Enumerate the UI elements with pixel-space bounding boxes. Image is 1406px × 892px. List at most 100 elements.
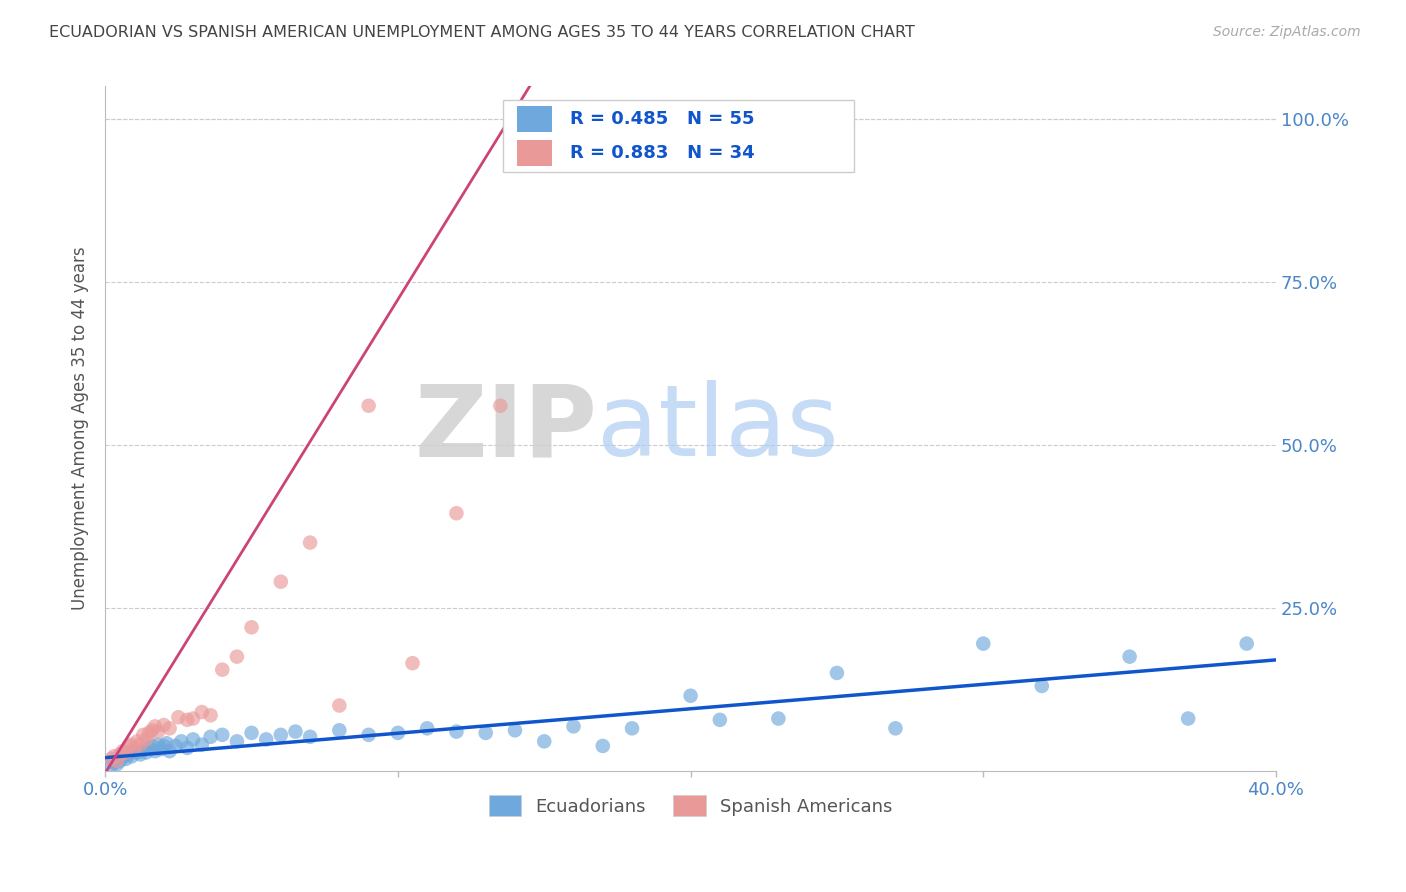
Point [825, 665, 848, 680]
Point [152, 718, 174, 732]
Point [141, 739, 163, 753]
Point [211, 663, 233, 677]
Point [114, 746, 136, 760]
Point [592, 739, 614, 753]
Point [143, 744, 166, 758]
Point [254, 732, 277, 747]
Point [100, 758, 122, 772]
Y-axis label: Unemployment Among Ages 35 to 44 years: Unemployment Among Ages 35 to 44 years [72, 247, 89, 610]
Point [328, 698, 350, 713]
Point [191, 738, 214, 752]
Point [121, 738, 143, 752]
Point [416, 722, 439, 736]
Point [972, 637, 994, 651]
Point [489, 399, 512, 413]
Point [135, 746, 157, 760]
Point [167, 710, 190, 724]
Point [709, 713, 731, 727]
Point [299, 535, 322, 549]
Text: atlas: atlas [598, 380, 838, 477]
Point [533, 734, 555, 748]
Point [138, 726, 160, 740]
Point [135, 732, 157, 747]
Point [114, 752, 136, 766]
Text: Source: ZipAtlas.com: Source: ZipAtlas.com [1213, 25, 1361, 39]
Point [103, 756, 125, 770]
Point [146, 724, 169, 739]
Point [387, 726, 409, 740]
FancyBboxPatch shape [517, 106, 553, 132]
Point [100, 752, 122, 766]
Point [129, 738, 152, 752]
Point [211, 728, 233, 742]
Point [146, 738, 169, 752]
Point [127, 746, 149, 760]
Text: ECUADORIAN VS SPANISH AMERICAN UNEMPLOYMENT AMONG AGES 35 TO 44 YEARS CORRELATIO: ECUADORIAN VS SPANISH AMERICAN UNEMPLOYM… [49, 25, 915, 40]
Point [105, 754, 128, 768]
Legend: Ecuadorians, Spanish Americans: Ecuadorians, Spanish Americans [481, 788, 900, 823]
Point [270, 728, 292, 742]
Point [105, 757, 128, 772]
Point [117, 747, 139, 762]
Point [562, 719, 585, 733]
Point [143, 719, 166, 733]
Point [141, 723, 163, 738]
Point [446, 506, 468, 520]
Point [474, 726, 496, 740]
Point [503, 723, 526, 738]
FancyBboxPatch shape [503, 100, 855, 172]
Point [357, 728, 380, 742]
Point [1031, 679, 1053, 693]
Point [159, 744, 181, 758]
Point [284, 724, 307, 739]
Text: ZIP: ZIP [413, 380, 598, 477]
Point [181, 732, 204, 747]
Point [176, 740, 198, 755]
Point [401, 656, 423, 670]
Point [165, 739, 187, 753]
Point [621, 722, 644, 736]
Point [1236, 637, 1258, 651]
Point [156, 736, 179, 750]
Point [181, 712, 204, 726]
Point [226, 649, 249, 664]
Point [108, 754, 131, 768]
Point [191, 705, 214, 719]
Point [103, 749, 125, 764]
Point [357, 399, 380, 413]
Point [127, 734, 149, 748]
Point [884, 722, 907, 736]
Point [111, 744, 134, 758]
Point [124, 740, 146, 755]
Point [111, 750, 134, 764]
Point [170, 734, 193, 748]
Text: R = 0.883   N = 34: R = 0.883 N = 34 [569, 145, 755, 162]
Point [1118, 649, 1140, 664]
Point [129, 747, 152, 762]
Point [446, 724, 468, 739]
Point [124, 744, 146, 758]
Point [138, 740, 160, 755]
Point [328, 723, 350, 738]
Text: R = 0.485   N = 55: R = 0.485 N = 55 [569, 111, 755, 128]
Point [159, 722, 181, 736]
Point [226, 734, 249, 748]
Point [121, 749, 143, 764]
Point [132, 743, 155, 757]
Point [240, 726, 263, 740]
Point [240, 620, 263, 634]
Point [132, 728, 155, 742]
Point [176, 713, 198, 727]
Point [679, 689, 702, 703]
FancyBboxPatch shape [517, 140, 553, 166]
Point [108, 747, 131, 762]
Point [149, 742, 172, 756]
Point [299, 730, 322, 744]
Point [768, 712, 790, 726]
Point [1177, 712, 1199, 726]
Point [117, 739, 139, 753]
Point [270, 574, 292, 589]
Point [200, 708, 222, 723]
Point [200, 730, 222, 744]
Point [152, 739, 174, 753]
